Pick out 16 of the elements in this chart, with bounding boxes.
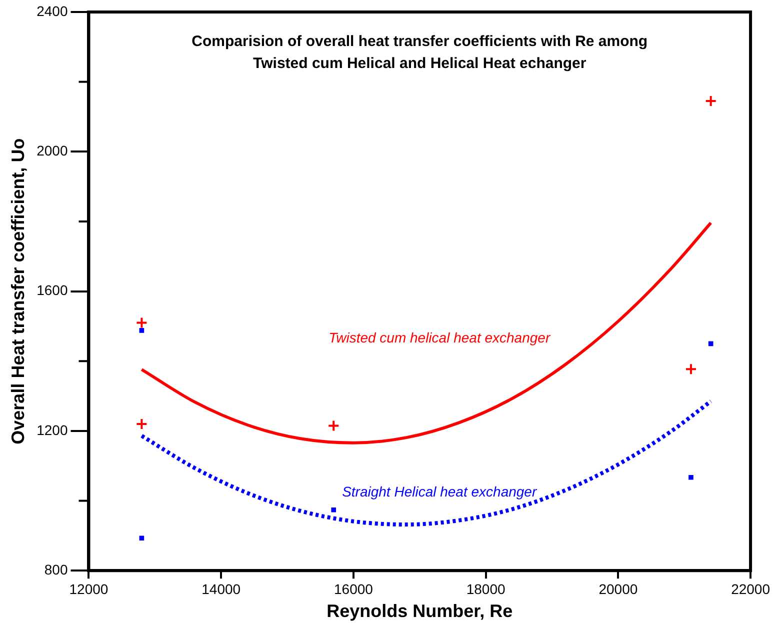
y-tick-label: 2400	[36, 2, 68, 19]
x-tick-label: 18000	[466, 580, 506, 597]
x-tick-label: 12000	[69, 580, 108, 597]
series-label: Twisted cum helical heat exchanger	[328, 330, 552, 346]
x-tick-label: 20000	[598, 580, 638, 597]
y-tick-label: 800	[44, 561, 68, 578]
text: Comparision of overall heat transfer coefficients with Re among Twisted cum Helical and Helical Heat echanger	[192, 33, 648, 72]
x-tick-label: 16000	[334, 580, 374, 597]
y-tick-label: 2000	[36, 142, 68, 159]
x-tick-label: 14000	[202, 580, 241, 597]
x-tick-label: 22000	[731, 580, 770, 597]
x-axis-title: Reynolds Number, Re	[326, 601, 513, 622]
y-axis-title: Overall Heat transfer coefficient, Uo	[8, 138, 28, 444]
series-label: Straight Helical heat exchanger	[342, 483, 538, 500]
y-tick-label: 1200	[36, 422, 68, 438]
y-tick-label: 1600	[36, 282, 68, 298]
